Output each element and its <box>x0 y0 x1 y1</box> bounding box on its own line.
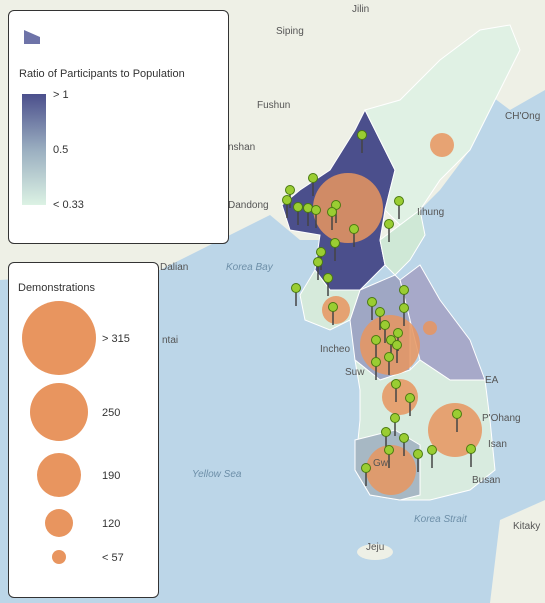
place-label: Incheo <box>320 344 350 355</box>
legend-circle <box>22 301 96 375</box>
place-label: Korea Bay <box>226 262 274 273</box>
pin-head <box>311 205 321 215</box>
demonstrations-legend-graphic: Demonstrations > 315 250 190 120 < 57 <box>18 282 130 564</box>
pin-head <box>384 219 394 229</box>
pin-head <box>291 283 301 293</box>
place-label: Dandong <box>228 200 269 211</box>
pin-head <box>330 238 340 248</box>
place-label: Iihung <box>417 207 444 218</box>
pin-head <box>405 393 415 403</box>
demonstration-circle <box>382 379 418 415</box>
place-label: Jilin <box>352 4 369 15</box>
legend-circle <box>30 383 88 441</box>
pin-head <box>371 335 381 345</box>
pin-head <box>380 320 390 330</box>
place-label: Suw <box>345 367 365 378</box>
gradient-bar <box>22 94 46 205</box>
place-label: Isan <box>488 439 507 450</box>
pin-head <box>392 340 402 350</box>
demonstration-circle <box>430 133 454 157</box>
pin-head <box>384 445 394 455</box>
pin-head <box>313 257 323 267</box>
pin-head <box>282 195 292 205</box>
pin-head <box>323 273 333 283</box>
demonstrations-legend: Demonstrations > 315 250 190 120 < 57 <box>8 262 159 598</box>
place-label: Siping <box>276 26 304 37</box>
place-label: EA <box>485 375 499 386</box>
place-label: P'Ohang <box>482 413 521 424</box>
place-label: Fushun <box>257 100 290 111</box>
place-label: CH'Ong <box>505 111 540 122</box>
pin-head <box>327 207 337 217</box>
pin-head <box>399 303 409 313</box>
place-label: Busan <box>472 475 500 486</box>
pin-head <box>316 247 326 257</box>
pin-head <box>349 224 359 234</box>
land <box>490 500 545 603</box>
legend-circle <box>37 453 81 497</box>
pin-head <box>452 409 462 419</box>
ratio-legend-graphic: Ratio of Participants to Population > 1 … <box>19 30 185 211</box>
pin-head <box>393 328 403 338</box>
legend-label: 250 <box>102 407 120 419</box>
legend-label: > 315 <box>102 333 130 345</box>
pin-head <box>384 352 394 362</box>
pin-head <box>357 130 367 140</box>
demonstration-circle <box>423 321 437 335</box>
place-label: Dalian <box>160 262 188 273</box>
pin-head <box>427 445 437 455</box>
pin-head <box>367 297 377 307</box>
place-label: Gw <box>373 458 389 469</box>
pin-head <box>361 463 371 473</box>
pin-head <box>308 173 318 183</box>
pin-head <box>371 357 381 367</box>
pin-head <box>328 302 338 312</box>
pin-head <box>381 427 391 437</box>
legend-title: Ratio of Participants to Population <box>19 68 185 80</box>
demonstration-circle <box>360 315 420 375</box>
place-label: Jeju <box>366 542 384 553</box>
place-label: nshan <box>228 142 255 153</box>
place-label: Korea Strait <box>414 514 468 525</box>
place-label: Kitaky <box>513 521 540 532</box>
pin-head <box>391 379 401 389</box>
pin-head <box>285 185 295 195</box>
legend-label: 120 <box>102 518 120 530</box>
demonstration-circle <box>428 403 482 457</box>
legend-title: Demonstrations <box>18 282 96 294</box>
pin-head <box>390 413 400 423</box>
legend-label: < 0.33 <box>53 199 84 211</box>
place-label: ntai <box>162 335 178 346</box>
pin-head <box>394 196 404 206</box>
place-label: Yellow Sea <box>192 469 242 480</box>
pin-head <box>399 285 409 295</box>
pin-head <box>413 449 423 459</box>
pin-head <box>375 307 385 317</box>
demonstration-circle <box>313 173 383 243</box>
legend-circle <box>45 509 73 537</box>
demonstration-circle <box>366 445 416 495</box>
legend-label: 190 <box>102 470 120 482</box>
legend-label: > 1 <box>53 89 69 101</box>
region <box>364 24 521 226</box>
island <box>357 544 393 560</box>
pin-head <box>293 202 303 212</box>
region <box>379 209 426 276</box>
pin-head <box>399 433 409 443</box>
legend-icon <box>24 30 40 44</box>
legend-label: < 57 <box>102 552 124 564</box>
legend-circle <box>52 550 66 564</box>
pin-head <box>466 444 476 454</box>
ratio-legend: Ratio of Participants to Population > 1 … <box>8 10 229 244</box>
legend-label: 0.5 <box>53 144 68 156</box>
